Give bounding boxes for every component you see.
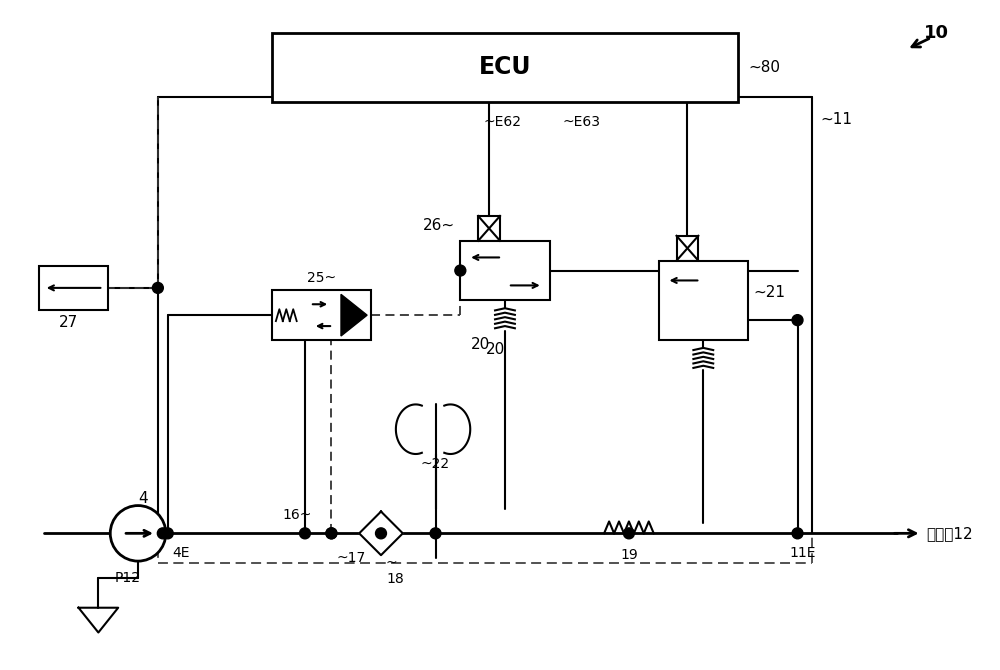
Text: 10: 10 bbox=[924, 23, 949, 42]
Text: 16~: 16~ bbox=[282, 509, 312, 523]
Polygon shape bbox=[359, 511, 403, 555]
Text: 27: 27 bbox=[59, 315, 78, 330]
Circle shape bbox=[157, 528, 168, 539]
Circle shape bbox=[326, 528, 337, 539]
Circle shape bbox=[455, 265, 466, 276]
Text: 25~: 25~ bbox=[307, 271, 336, 285]
Text: ~80: ~80 bbox=[748, 60, 780, 75]
Text: ~22: ~22 bbox=[421, 457, 450, 471]
Polygon shape bbox=[341, 294, 367, 336]
Circle shape bbox=[430, 528, 441, 539]
Circle shape bbox=[792, 528, 803, 539]
Circle shape bbox=[326, 528, 337, 539]
Circle shape bbox=[110, 506, 166, 561]
Text: 19: 19 bbox=[620, 548, 638, 562]
Bar bbox=[478, 216, 500, 241]
Bar bbox=[272, 290, 371, 340]
Bar bbox=[677, 236, 698, 261]
Text: 26~: 26~ bbox=[423, 218, 455, 233]
Text: P12: P12 bbox=[115, 571, 141, 585]
Bar bbox=[659, 261, 748, 340]
Circle shape bbox=[152, 283, 163, 293]
Circle shape bbox=[376, 528, 386, 539]
Text: ~11: ~11 bbox=[820, 112, 852, 127]
Text: ~21: ~21 bbox=[753, 285, 785, 300]
Text: 20: 20 bbox=[471, 338, 490, 352]
Text: ~E63: ~E63 bbox=[562, 115, 600, 129]
Bar bbox=[39, 265, 108, 310]
Text: 保护阀12: 保护阀12 bbox=[926, 526, 973, 541]
Text: ~17: ~17 bbox=[336, 551, 366, 565]
Text: ~E62: ~E62 bbox=[483, 115, 521, 129]
Text: 20: 20 bbox=[485, 342, 505, 357]
Bar bbox=[460, 241, 550, 300]
Text: 4E: 4E bbox=[173, 546, 190, 560]
Circle shape bbox=[623, 528, 634, 539]
Bar bbox=[272, 33, 738, 102]
Circle shape bbox=[300, 528, 310, 539]
Circle shape bbox=[792, 315, 803, 326]
Text: ECU: ECU bbox=[479, 55, 531, 79]
Text: ~
18: ~ 18 bbox=[386, 556, 404, 586]
Text: 4: 4 bbox=[138, 491, 148, 506]
Circle shape bbox=[162, 528, 173, 539]
Text: 11E: 11E bbox=[789, 546, 816, 560]
